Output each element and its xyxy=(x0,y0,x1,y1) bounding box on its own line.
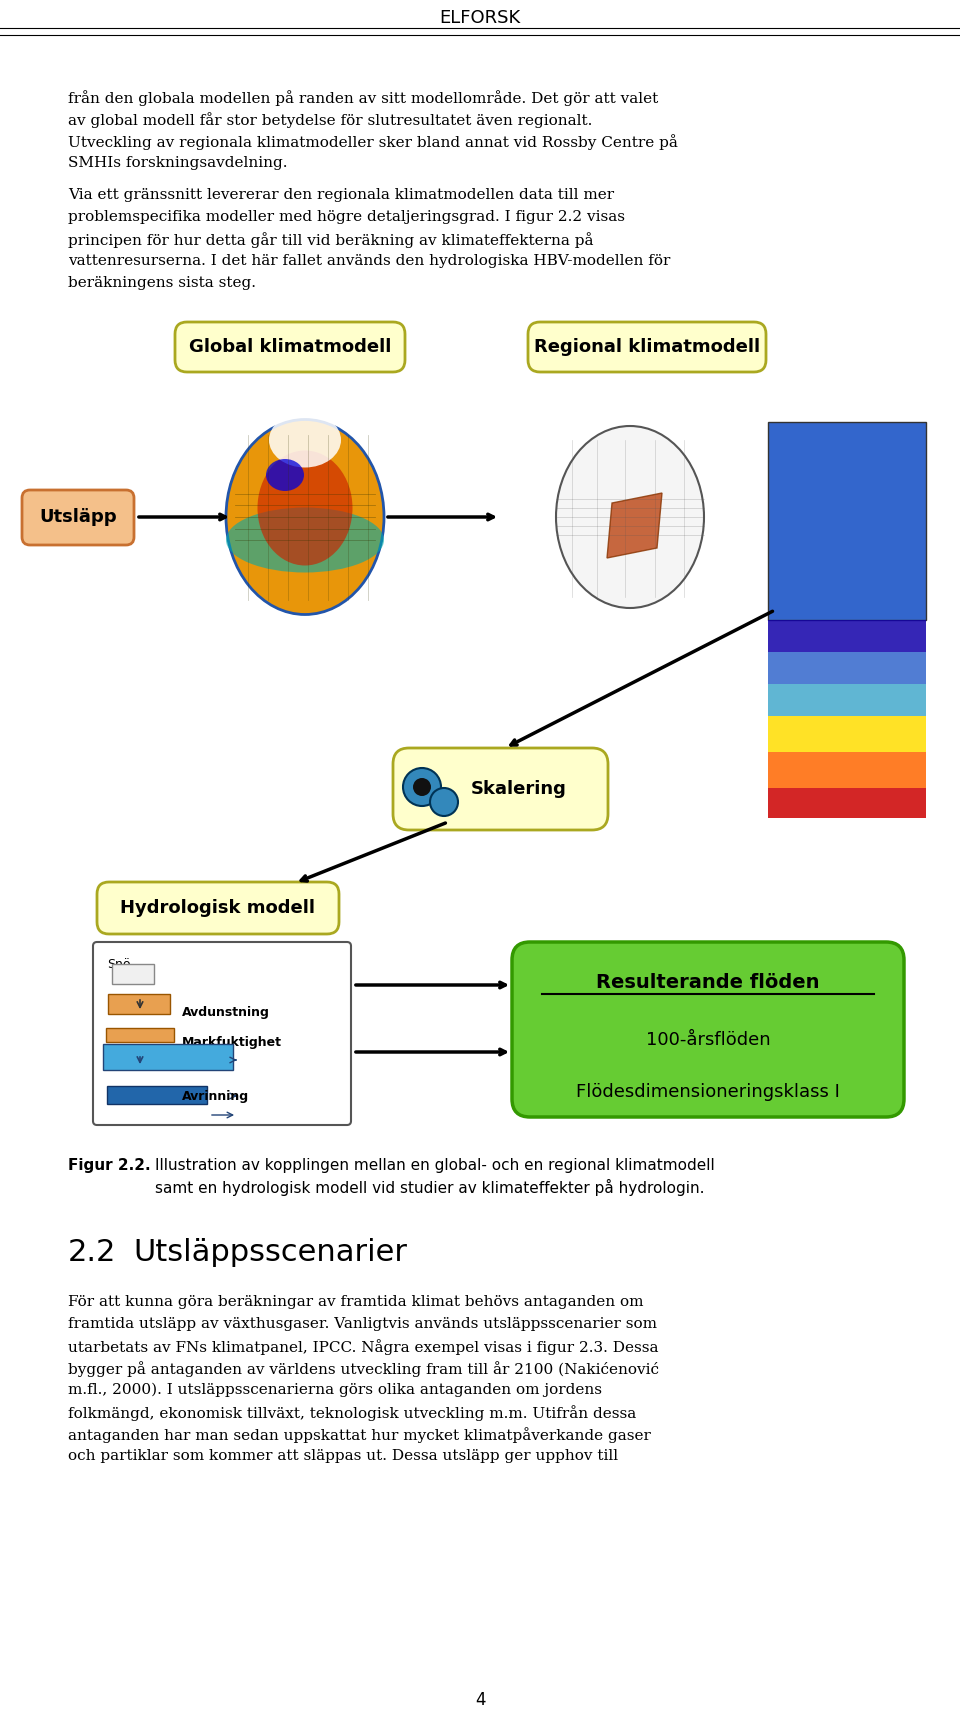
Text: bygger på antaganden av världens utveckling fram till år 2100 (Nakićenović: bygger på antaganden av världens utveckl… xyxy=(68,1362,659,1377)
Circle shape xyxy=(403,767,441,805)
FancyBboxPatch shape xyxy=(103,1044,233,1070)
Text: För att kunna göra beräkningar av framtida klimat behövs antaganden om: För att kunna göra beräkningar av framti… xyxy=(68,1295,643,1308)
Text: Avrinning: Avrinning xyxy=(182,1090,250,1102)
Text: Flödesdimensioneringsklass I: Flödesdimensioneringsklass I xyxy=(576,1083,840,1101)
Text: och partiklar som kommer att släppas ut. Dessa utsläpp ger upphov till: och partiklar som kommer att släppas ut.… xyxy=(68,1449,618,1463)
Text: Figur 2.2.: Figur 2.2. xyxy=(68,1157,151,1173)
FancyBboxPatch shape xyxy=(112,963,154,984)
Text: Regional klimatmodell: Regional klimatmodell xyxy=(534,338,760,355)
Text: Markfuktighet: Markfuktighet xyxy=(182,1035,282,1049)
Circle shape xyxy=(430,788,458,816)
Text: Illustration av kopplingen mellan en global- och en regional klimatmodell: Illustration av kopplingen mellan en glo… xyxy=(155,1157,715,1173)
Text: 4: 4 xyxy=(475,1691,485,1708)
FancyBboxPatch shape xyxy=(768,752,926,788)
Ellipse shape xyxy=(269,412,341,467)
FancyBboxPatch shape xyxy=(93,943,351,1125)
Text: Global klimatmodell: Global klimatmodell xyxy=(189,338,391,355)
Text: antaganden har man sedan uppskattat hur mycket klimatpåverkande gaser: antaganden har man sedan uppskattat hur … xyxy=(68,1427,651,1442)
FancyBboxPatch shape xyxy=(768,683,926,716)
Text: Utveckling av regionala klimatmodeller sker bland annat vid Rossby Centre på: Utveckling av regionala klimatmodeller s… xyxy=(68,134,678,149)
Ellipse shape xyxy=(266,458,304,491)
FancyBboxPatch shape xyxy=(768,422,926,620)
FancyBboxPatch shape xyxy=(768,620,926,652)
Text: m.fl., 2000). I utsläppsscenarierna görs olika antaganden om jordens: m.fl., 2000). I utsläppsscenarierna görs… xyxy=(68,1382,602,1398)
Text: problemspecifika modeller med högre detaljeringsgrad. I figur 2.2 visas: problemspecifika modeller med högre deta… xyxy=(68,209,625,223)
Ellipse shape xyxy=(226,419,384,615)
Text: från den globala modellen på randen av sitt modellområde. Det gör att valet: från den globala modellen på randen av s… xyxy=(68,89,659,106)
FancyBboxPatch shape xyxy=(768,652,926,683)
FancyBboxPatch shape xyxy=(528,323,766,373)
Ellipse shape xyxy=(257,450,352,565)
Text: beräkningens sista steg.: beräkningens sista steg. xyxy=(68,276,256,290)
FancyBboxPatch shape xyxy=(175,323,405,373)
Text: Snö: Snö xyxy=(107,958,131,972)
Text: Via ett gränssnitt levererar den regionala klimatmodellen data till mer: Via ett gränssnitt levererar den regiona… xyxy=(68,187,614,203)
FancyBboxPatch shape xyxy=(768,716,926,752)
FancyBboxPatch shape xyxy=(512,943,904,1118)
Text: vattenresurserna. I det här fallet används den hydrologiska HBV-modellen för: vattenresurserna. I det här fallet använ… xyxy=(68,254,670,268)
Text: folkmängd, ekonomisk tillväxt, teknologisk utveckling m.m. Utifrån dessa: folkmängd, ekonomisk tillväxt, teknologi… xyxy=(68,1405,636,1422)
FancyBboxPatch shape xyxy=(768,788,926,817)
Text: utarbetats av FNs klimatpanel, IPCC. Några exempel visas i figur 2.3. Dessa: utarbetats av FNs klimatpanel, IPCC. Någ… xyxy=(68,1339,659,1355)
Text: ELFORSK: ELFORSK xyxy=(440,9,520,27)
FancyBboxPatch shape xyxy=(393,749,608,829)
Text: SMHIs forskningsavdelning.: SMHIs forskningsavdelning. xyxy=(68,156,287,170)
Text: framtida utsläpp av växthusgaser. Vanligtvis används utsläppsscenarier som: framtida utsläpp av växthusgaser. Vanlig… xyxy=(68,1317,657,1331)
Text: Resulterande flöden: Resulterande flöden xyxy=(596,972,820,991)
Text: Utsläpp: Utsläpp xyxy=(39,508,117,527)
Text: 2.2: 2.2 xyxy=(68,1238,116,1267)
FancyBboxPatch shape xyxy=(97,883,339,934)
Text: av global modell får stor betydelse för slutresultatet även regionalt.: av global modell får stor betydelse för … xyxy=(68,112,592,127)
Ellipse shape xyxy=(556,426,704,608)
Ellipse shape xyxy=(226,508,384,572)
Text: Avdunstning: Avdunstning xyxy=(182,1006,270,1018)
Circle shape xyxy=(438,797,450,809)
FancyBboxPatch shape xyxy=(107,1085,207,1104)
Text: Utsläppsscenarier: Utsläppsscenarier xyxy=(133,1238,407,1267)
Text: principen för hur detta går till vid beräkning av klimateffekterna på: principen för hur detta går till vid ber… xyxy=(68,232,593,247)
Circle shape xyxy=(413,778,431,797)
Text: samt en hydrologisk modell vid studier av klimateffekter på hydrologin.: samt en hydrologisk modell vid studier a… xyxy=(155,1180,705,1197)
Text: 100-årsflöden: 100-årsflöden xyxy=(646,1030,770,1049)
FancyBboxPatch shape xyxy=(22,489,134,544)
FancyBboxPatch shape xyxy=(108,994,170,1015)
Polygon shape xyxy=(607,493,662,558)
Text: Skalering: Skalering xyxy=(470,780,566,798)
FancyBboxPatch shape xyxy=(106,1028,174,1042)
Text: Hydrologisk modell: Hydrologisk modell xyxy=(121,900,316,917)
